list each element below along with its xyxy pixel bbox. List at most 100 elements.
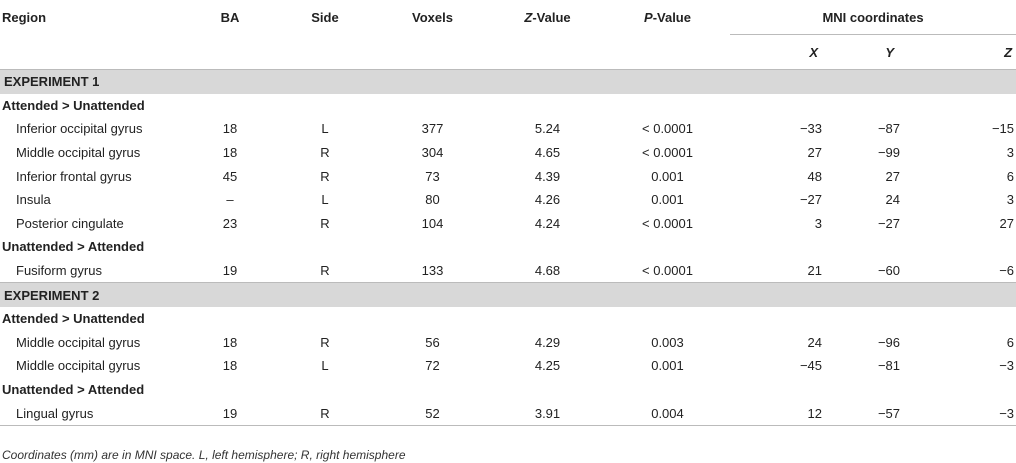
header-z: Z xyxy=(930,34,1016,70)
cell-z-value: 4.39 xyxy=(534,168,561,184)
cell-side: R xyxy=(320,215,330,231)
cell-z-value: 4.24 xyxy=(534,215,561,231)
cell-p-value: < 0.0001 xyxy=(642,145,693,161)
cell-mni-y: −27 xyxy=(877,215,900,231)
contrast-group-row: Unattended > Attended xyxy=(0,235,1016,259)
cell-voxels: 80 xyxy=(425,192,440,208)
table-row: Posterior cingulate 23 R 104 4.24 < 0.0001 3 −2… xyxy=(0,212,1016,236)
cell-mni-z: 6 xyxy=(1006,168,1015,184)
contrast-label: Unattended > Attended xyxy=(2,382,145,398)
cell-mni-z: −3 xyxy=(999,358,1015,374)
cell-mni-x: 3 xyxy=(814,215,822,231)
table-row: Middle occipital gyrus 18 R 304 4.65 < 0.0001… xyxy=(0,141,1016,165)
cell-region: Inferior occipital gyrus xyxy=(16,121,143,137)
cell-mni-x: 21 xyxy=(807,263,822,279)
cell-p-value: 0.003 xyxy=(651,334,684,350)
table-row: Middle occipital gyrus 18 L 72 4.25 0.001 −45 −… xyxy=(0,354,1016,378)
cell-voxels: 73 xyxy=(425,168,440,184)
cell-side: R xyxy=(320,168,330,184)
cell-z-value: 4.29 xyxy=(534,334,561,350)
experiment-row: EXPERIMENT 2 xyxy=(0,282,1016,307)
cell-z-value: 3.91 xyxy=(490,401,605,426)
cell-voxels: 72 xyxy=(425,358,440,374)
cell-mni-x: −45 xyxy=(799,358,822,374)
cell-ba: 23 xyxy=(222,215,238,231)
cell-z-value: 4.65 xyxy=(534,145,561,161)
header-mni-coordinates: MNI coordinates xyxy=(730,0,1016,35)
cell-mni-z: −3 xyxy=(930,401,1016,426)
cell-mni-x: 27 xyxy=(807,145,822,161)
cell-mni-y: −99 xyxy=(877,145,900,161)
cell-voxels: 104 xyxy=(421,215,444,231)
cell-region: Posterior cingulate xyxy=(16,215,124,231)
cell-z-value: 4.25 xyxy=(534,358,561,374)
cell-region: Lingual gyrus xyxy=(0,401,185,426)
cell-ba: – xyxy=(226,192,234,208)
cell-mni-y: −87 xyxy=(877,121,900,137)
cell-z-value: 4.68 xyxy=(534,263,561,279)
cell-ba: 18 xyxy=(222,121,238,137)
cell-side: L xyxy=(321,358,329,374)
cell-side: R xyxy=(320,263,330,279)
cell-region: Inferior frontal gyrus xyxy=(16,168,132,184)
cell-mni-y: 24 xyxy=(885,192,900,208)
cell-ba: 45 xyxy=(222,168,238,184)
contrast-label: Attended > Unattended xyxy=(2,311,145,327)
cell-mni-y: −81 xyxy=(877,358,900,374)
contrast-group-row: Attended > Unattended xyxy=(0,307,1016,331)
cell-mni-y: −57 xyxy=(830,401,930,426)
table-body: EXPERIMENT 1 Attended > Unattended Inferio… xyxy=(0,68,1016,426)
cell-voxels: 52 xyxy=(375,401,490,426)
header-side: Side xyxy=(311,9,339,25)
cell-ba: 19 xyxy=(222,263,238,279)
header-z-value: Z-Value xyxy=(490,0,605,35)
cell-mni-z: 3 xyxy=(1006,192,1015,208)
cell-p-value: < 0.0001 xyxy=(642,121,693,137)
cell-ba: 19 xyxy=(185,401,275,426)
cell-mni-x: −33 xyxy=(799,121,822,137)
cell-z-value: 5.24 xyxy=(534,121,561,137)
table-row: Inferior occipital gyrus 18 L 377 5.24 < 0.00… xyxy=(0,117,1016,141)
results-table: Region BA Side Voxels Z-Value P-Value MN… xyxy=(0,0,1016,426)
table-row: Lingual gyrus 19 R 52 3.91 0.004 12 −57 −3 xyxy=(0,401,1016,426)
cell-mni-y: −60 xyxy=(877,263,900,279)
cell-mni-x: 24 xyxy=(807,334,822,350)
contrast-label: Attended > Unattended xyxy=(2,97,145,113)
cell-mni-z: 6 xyxy=(1006,334,1015,350)
cell-voxels: 377 xyxy=(421,121,444,137)
cell-mni-x: 48 xyxy=(807,168,822,184)
cell-ba: 18 xyxy=(222,334,238,350)
table-row: Inferior frontal gyrus 45 R 73 4.39 0.001 48 27… xyxy=(0,164,1016,188)
cell-z-value: 4.26 xyxy=(534,192,561,208)
header-voxels: Voxels xyxy=(412,9,453,25)
contrast-group-row: Unattended > Attended xyxy=(0,378,1016,402)
cell-side: R xyxy=(320,145,330,161)
cell-region: Insula xyxy=(16,192,51,208)
experiment-label: EXPERIMENT 1 xyxy=(0,68,1016,94)
table-row: Insula – L 80 4.26 0.001 −27 24 3 xyxy=(0,188,1016,212)
cell-region: Middle occipital gyrus xyxy=(16,334,141,350)
cell-side: L xyxy=(321,192,329,208)
cell-p-value: 0.001 xyxy=(651,168,684,184)
cell-mni-y: −96 xyxy=(877,334,900,350)
header-x: X xyxy=(730,34,830,70)
cell-p-value: 0.001 xyxy=(651,358,684,374)
header-p-value: P-Value xyxy=(605,0,730,35)
header-p-value-rest: -Value xyxy=(652,9,691,25)
cell-mni-x: −27 xyxy=(799,192,822,208)
cell-p-value: 0.001 xyxy=(651,192,684,208)
cell-mni-z: 27 xyxy=(999,215,1015,231)
table-header: Region BA Side Voxels Z-Value P-Value MN… xyxy=(0,0,1016,70)
header-y: Y xyxy=(830,34,930,70)
cell-ba: 18 xyxy=(222,145,238,161)
cell-mni-y: 27 xyxy=(885,168,900,184)
cell-p-value: 0.004 xyxy=(605,401,730,426)
cell-p-value: < 0.0001 xyxy=(642,215,693,231)
cell-side: L xyxy=(321,121,329,137)
cell-mni-z: 3 xyxy=(1006,145,1015,161)
contrast-label: Unattended > Attended xyxy=(2,239,145,255)
header-ba: BA xyxy=(220,9,240,25)
cell-voxels: 56 xyxy=(425,334,440,350)
cell-ba: 18 xyxy=(222,358,238,374)
cell-mni-x: 12 xyxy=(730,401,830,426)
